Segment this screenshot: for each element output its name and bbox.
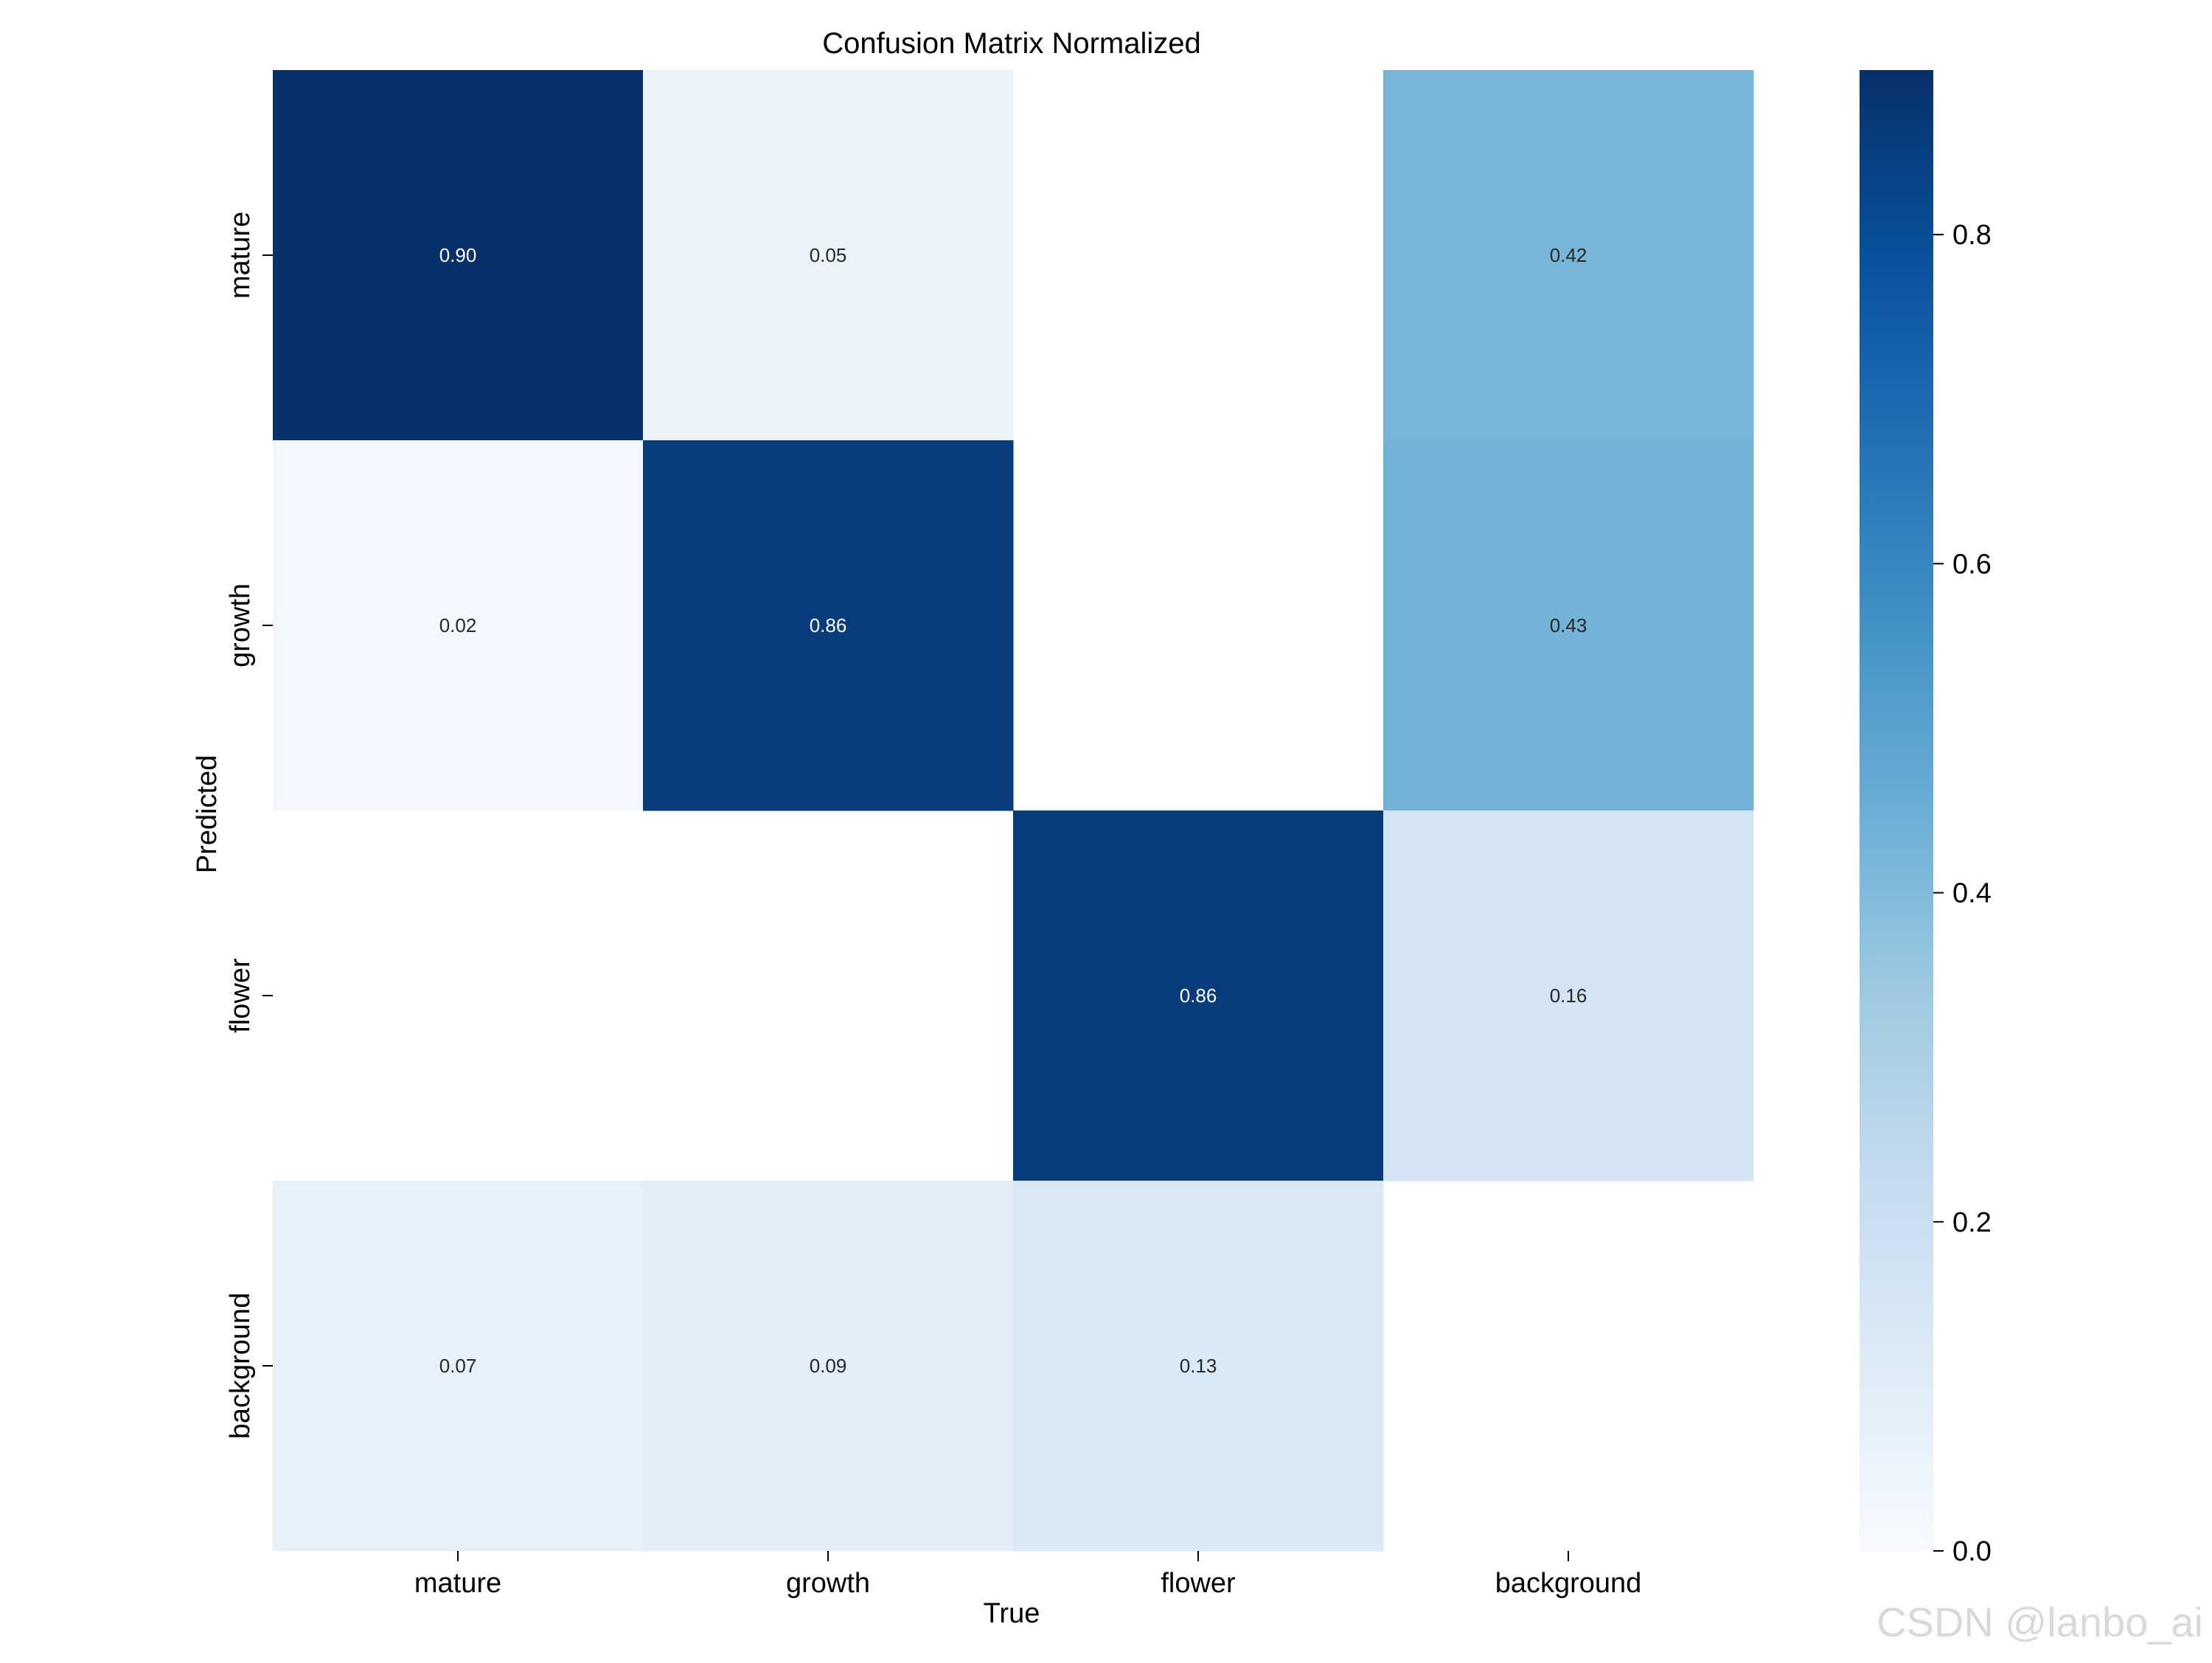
y-axis-label: Predicted: [192, 755, 223, 874]
heatmap-cell-r0-c3: [1383, 70, 1754, 441]
cell-label-r1-c0: 0.02: [439, 614, 477, 636]
heatmap-cell-labels: 0.90 0.05 0.42 0.02 0.86 0.43 0.86 0.16 0.07 0.09…: [439, 244, 1587, 1377]
cell-label-r2-c2: 0.86: [1180, 985, 1217, 1007]
chart-title: Confusion Matrix Normalized: [822, 27, 1201, 60]
x-tick-label-flower: flower: [1161, 1568, 1236, 1599]
colorbar-gradient: [1860, 70, 1933, 1551]
y-tick-label-growth: growth: [225, 583, 256, 667]
heatmap-cells: [273, 70, 1754, 1552]
heatmap-cell-r1-c1: [643, 440, 1014, 811]
cell-label-r3-c0: 0.07: [439, 1355, 477, 1377]
heatmap-axes: mature growth flower background mature growth…: [225, 212, 1641, 1599]
heatmap-cell-r3-c1: [643, 1181, 1014, 1552]
cell-label-r0-c3: 0.42: [1550, 244, 1587, 266]
heatmap-cell-r2-c2: [1013, 810, 1384, 1181]
cell-label-r2-c3: 0.16: [1550, 985, 1587, 1007]
y-tick-label-background: background: [225, 1293, 256, 1440]
cell-label-r3-c2: 0.13: [1180, 1355, 1217, 1377]
colorbar-tick-label-2: 0.4: [1952, 878, 1992, 909]
colorbar-tick-label-1: 0.2: [1952, 1207, 1992, 1238]
y-tick-label-flower: flower: [225, 958, 256, 1033]
colorbar: 0.0 0.2 0.4 0.6 0.8: [1860, 70, 1992, 1567]
watermark-text: CSDN @lanbo_ai: [1877, 1599, 2203, 1645]
heatmap-cell-r3-c2: [1013, 1181, 1384, 1552]
x-tick-label-mature: mature: [414, 1568, 501, 1599]
colorbar-tick-label-0: 0.0: [1952, 1536, 1992, 1567]
heatmap-cell-r2-c3: [1383, 810, 1754, 1181]
colorbar-tick-label-3: 0.6: [1952, 549, 1992, 580]
colorbar-tick-label-4: 0.8: [1952, 220, 1992, 251]
cell-label-r3-c1: 0.09: [810, 1355, 847, 1377]
x-tick-label-growth: growth: [786, 1568, 870, 1599]
cell-label-r1-c1: 0.86: [810, 614, 847, 636]
heatmap-cell-r0-c1: [643, 70, 1014, 441]
cell-label-r0-c0: 0.90: [439, 244, 477, 266]
heatmap-cell-r1-c0: [273, 440, 644, 811]
heatmap-cell-r1-c3: [1383, 440, 1754, 811]
heatmap-cell-r3-c0: [273, 1181, 644, 1552]
x-axis-label: True: [984, 1598, 1040, 1629]
cell-label-r1-c3: 0.43: [1550, 614, 1587, 636]
cell-label-r0-c1: 0.05: [810, 244, 847, 266]
heatmap-cell-r0-c0: [273, 70, 644, 441]
y-tick-label-mature: mature: [225, 212, 256, 299]
x-tick-label-background: background: [1495, 1568, 1642, 1599]
